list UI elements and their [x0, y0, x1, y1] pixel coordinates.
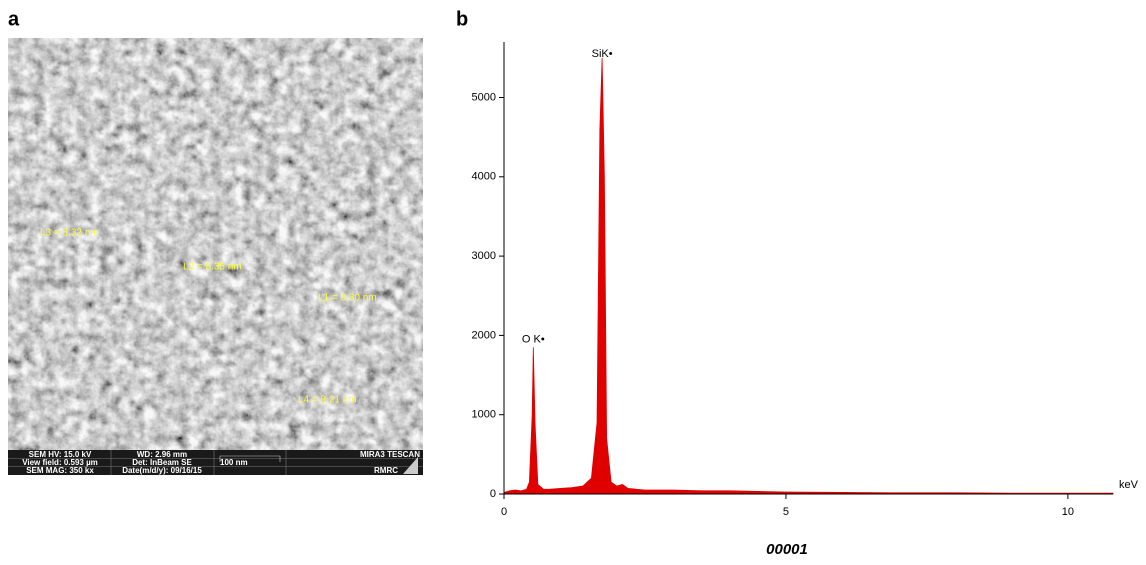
info-text: 100 nm — [220, 458, 248, 467]
measurement: L2 = 8.35 nm — [183, 262, 242, 273]
y-tick-label: 5000 — [472, 91, 496, 103]
info-bar — [8, 450, 423, 475]
peak-label: O K• — [522, 333, 545, 345]
measurement: L4 = 8.21 nm — [298, 395, 357, 406]
y-tick-label: 0 — [490, 488, 496, 500]
y-tick-label: 4000 — [472, 171, 496, 183]
x-axis-label: keV — [1119, 479, 1139, 491]
sem-texture — [8, 38, 423, 450]
info-text: WD: 2.96 mm — [137, 450, 187, 459]
y-tick-label: 3000 — [472, 250, 496, 262]
measurement: L3 = 8.32 nm — [40, 228, 99, 239]
info-text: Det: InBeam SE — [132, 458, 192, 467]
y-tick-label: 2000 — [472, 329, 496, 341]
measurement: L1 = 9.30 nm — [318, 293, 377, 304]
sem-image: L3 = 8.32 nm L2 = 8.35 nm L1 = 9.30 nm L… — [8, 38, 423, 475]
peak-label: SiK• — [592, 48, 613, 60]
spectrum-chart: 0 1000 2000 3000 4000 5000 0 5 10 keV O K• SiK• — [472, 42, 1139, 518]
info-text: RMRC — [374, 466, 398, 475]
x-tick-label: 5 — [783, 506, 789, 518]
logo — [403, 457, 418, 474]
info-text: SEM HV: 15.0 kV — [29, 450, 92, 459]
caption: 00001 — [766, 541, 808, 558]
panel-label: a — [8, 8, 20, 30]
info-text: View field: 0.593 µm — [22, 458, 98, 467]
x-tick-label: 0 — [501, 506, 507, 518]
info-text: SEM MAG: 350 kx — [26, 466, 94, 475]
x-tick-label: 10 — [1062, 506, 1074, 518]
info-text: MIRA3 TESCAN — [360, 450, 420, 459]
panel-label: b — [456, 8, 468, 30]
spectrum — [503, 57, 1114, 495]
info-text: Date(m/d/y): 09/16/15 — [122, 466, 202, 475]
y-tick-label: 1000 — [472, 409, 496, 421]
